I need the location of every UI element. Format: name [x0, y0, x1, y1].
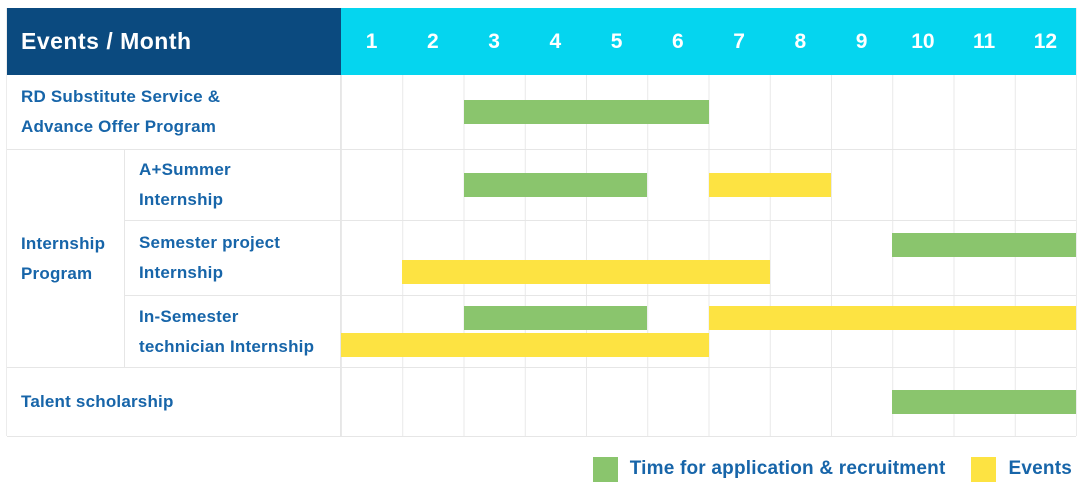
- month-label-8: 8: [794, 29, 807, 53]
- group-label-line: Program: [21, 263, 93, 283]
- timeline-lane: [341, 333, 1076, 357]
- gantt-bar-application: [463, 306, 648, 330]
- row-label-a-summer-internship: A+Summer Internship: [125, 150, 341, 220]
- row-label-line: In-Semester: [139, 306, 239, 326]
- legend-label-event: Events: [1008, 458, 1072, 479]
- row-rd-substitute-service: RD Substitute Service & Advance Offer Pr…: [7, 75, 1076, 150]
- timeline-semester-project-internship: [341, 221, 1076, 295]
- month-label-10: 10: [911, 29, 935, 53]
- gantt-bar-event: [708, 306, 1076, 330]
- legend-swatch-event-yellow: [971, 456, 997, 482]
- timeline-lane: [341, 232, 1076, 257]
- gantt-bar-application: [892, 390, 1076, 414]
- month-label-11: 11: [973, 29, 996, 53]
- row-label-line: Semester project: [139, 233, 281, 252]
- month-header-row: 1 2 3 4 5 6 7 8 9 10 11 12: [341, 8, 1076, 75]
- row-label-in-semester-technician-internship: In-Semester technician Internship: [125, 296, 341, 367]
- schedule-table: Events / Month 1 2 3 4 5 6 7 8 9 10 11 12 RD Substi…: [6, 8, 1077, 437]
- gantt-bar-event: [341, 333, 709, 357]
- row-label-line: RD Substitute Service &: [21, 87, 221, 106]
- row-label-line: Advance Offer Program: [21, 117, 217, 136]
- gantt-bar-event: [402, 259, 770, 284]
- row-label-line: technician Internship: [139, 336, 315, 356]
- group-label-internship-program: Internship Program: [7, 150, 125, 367]
- legend-label-application: Time for application & recruitment: [629, 458, 946, 479]
- row-label-line: Internship: [139, 190, 224, 209]
- month-label-12: 12: [1033, 29, 1058, 53]
- timeline-lane: [341, 259, 1076, 284]
- timeline-a-summer-internship: [341, 150, 1076, 220]
- legend-swatch-application-green: [592, 456, 618, 482]
- row-in-semester-technician-internship: In-Semester technician Internship: [125, 296, 1076, 367]
- row-label-line: Talent scholarship: [21, 392, 174, 411]
- row-label-line: Internship: [139, 263, 224, 282]
- timeline-in-semester-technician-internship: [341, 296, 1076, 367]
- timeline-lane: [341, 306, 1076, 330]
- row-a-summer-internship: A+Summer Internship: [125, 150, 1076, 221]
- month-label-7: 7: [733, 29, 745, 53]
- group-label-line: Internship: [21, 233, 106, 253]
- row-label-rd-substitute-service: RD Substitute Service & Advance Offer Pr…: [7, 75, 341, 149]
- month-label-1: 1: [365, 29, 378, 53]
- gantt-bar-application: [463, 100, 709, 124]
- timeline-lane: [341, 100, 1076, 124]
- gantt-bar-application: [892, 232, 1076, 257]
- month-label-6: 6: [672, 29, 684, 53]
- gantt-bar-event: [708, 173, 831, 197]
- row-label-talent-scholarship: Talent scholarship: [7, 368, 341, 436]
- internship-program-subrows: A+Summer Internship Semester project Int…: [125, 150, 1076, 367]
- timeline-talent-scholarship: [341, 368, 1076, 436]
- month-label-5: 5: [610, 29, 623, 53]
- month-label-2: 2: [427, 29, 439, 53]
- header-title: Events / Month: [7, 8, 341, 75]
- table-header: Events / Month 1 2 3 4 5 6 7 8 9 10 11 12: [7, 8, 1076, 75]
- row-talent-scholarship: Talent scholarship: [7, 368, 1076, 437]
- legend: Time for application & recruitment Event…: [592, 456, 1072, 482]
- internship-program-group: Internship Program A+Summer Internship S…: [7, 150, 1076, 368]
- month-label-9: 9: [855, 29, 868, 53]
- row-semester-project-internship: Semester project Internship: [125, 221, 1076, 296]
- month-label-4: 4: [549, 29, 562, 53]
- row-label-line: A+Summer: [139, 160, 231, 179]
- timeline-lane: [341, 173, 1076, 197]
- timeline-rd-substitute-service: [341, 75, 1076, 149]
- gantt-bar-application: [463, 173, 648, 197]
- row-label-semester-project-internship: Semester project Internship: [125, 221, 341, 295]
- timeline-lane: [341, 390, 1076, 414]
- month-label-3: 3: [488, 29, 500, 53]
